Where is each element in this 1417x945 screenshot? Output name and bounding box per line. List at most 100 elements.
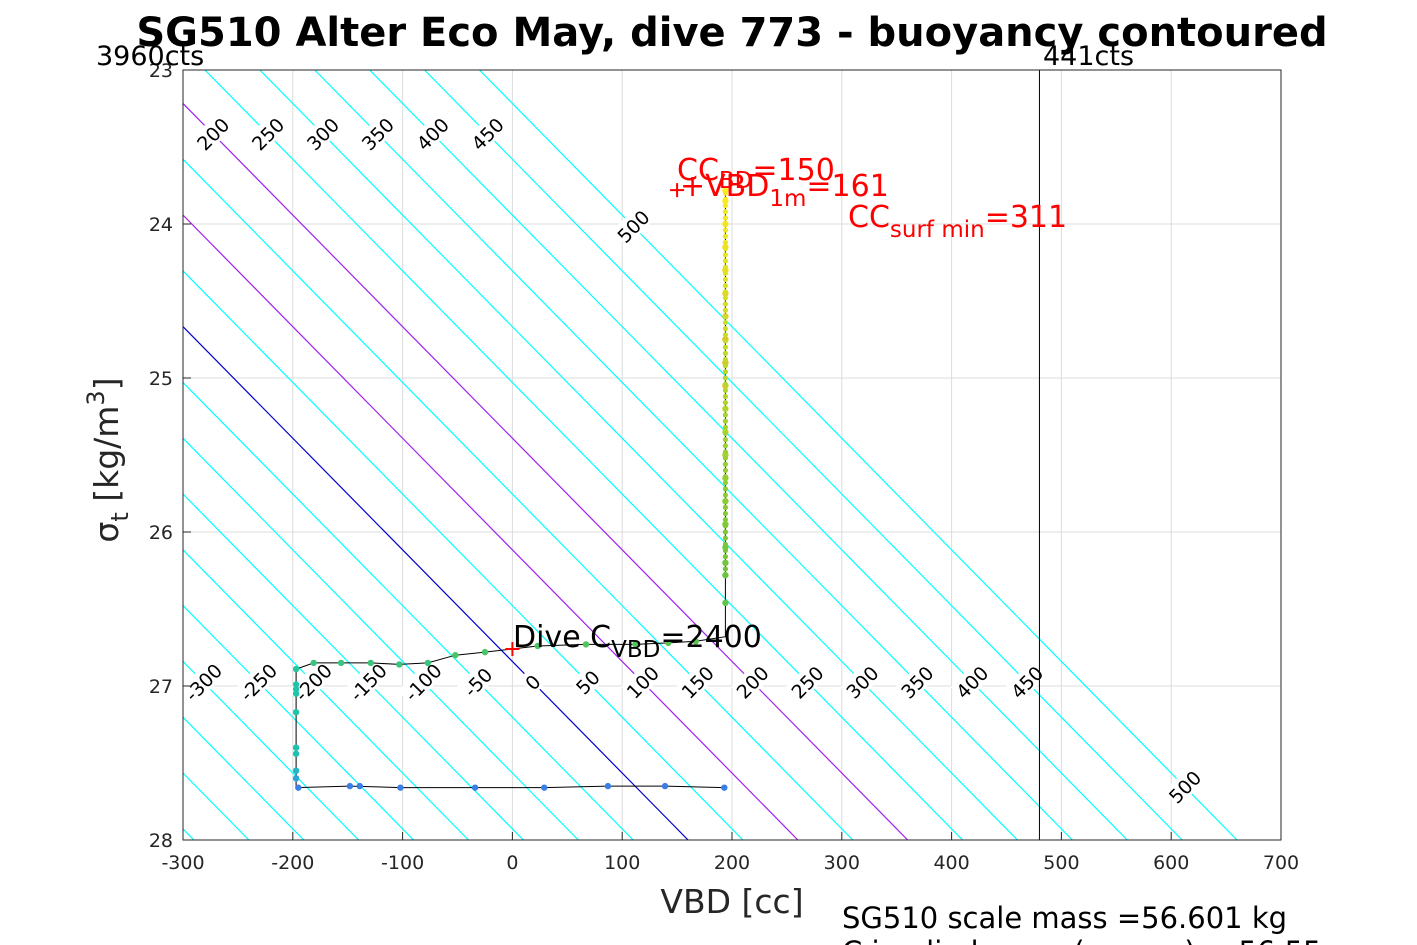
x-axis-label: VBD [cc]: [660, 882, 803, 921]
data-point: [722, 393, 729, 400]
data-point: [722, 473, 729, 480]
x-tick-label: -200: [271, 852, 314, 874]
data-point: [722, 319, 729, 326]
contour-label-bg: [730, 660, 773, 703]
data-point: [721, 784, 728, 791]
axis-ticks: -300 -200 -100 0 100 200 300 400 500 600 700 23 24 25…: [149, 60, 1299, 874]
data-point: [722, 412, 729, 418]
contour-label-bg: [465, 112, 508, 155]
cc-surf-min-annotation: CCsurf min=311: [848, 200, 1067, 243]
contour-line: [424, 70, 1183, 840]
data-point: [722, 541, 729, 547]
data-point: [722, 313, 729, 319]
data-point: [722, 375, 729, 381]
contour-label-bg: [1163, 765, 1205, 808]
data-point: [722, 307, 729, 313]
contour-label-bg: [1005, 660, 1048, 703]
data-point: [337, 659, 345, 667]
data-point: [722, 289, 729, 295]
data-point: [722, 239, 729, 246]
data-point: [722, 215, 729, 221]
data-point: [722, 387, 729, 393]
contour-line: [183, 660, 360, 840]
data-point: [396, 661, 403, 668]
data-point: [722, 517, 729, 523]
data-point: [722, 264, 729, 270]
data-point: [310, 659, 317, 667]
y-axis-label-close: ]: [87, 377, 126, 390]
data-point: [722, 283, 729, 289]
x-tick-label: 700: [1263, 852, 1299, 874]
contour-line: [314, 70, 1073, 840]
data-point: [582, 641, 590, 648]
data-point: [397, 784, 404, 791]
data-point: [722, 381, 729, 387]
data-point: [722, 498, 729, 504]
data-point: [722, 418, 729, 424]
contour-label-bg: [840, 660, 883, 703]
data-point: [722, 252, 729, 258]
data-point: [722, 326, 729, 332]
y-axis-label-sup: 3: [82, 390, 110, 405]
data-point: [722, 202, 729, 209]
contour-label-bg: [621, 660, 663, 703]
contour-label-bg: [950, 660, 993, 703]
contour-label-bg: [675, 660, 718, 703]
data-point: [722, 332, 729, 338]
annotations: CCBD=150 +VBD1m=161 CCsurf min=311 Dive …: [513, 153, 1067, 663]
contour-label-bg: [232, 656, 283, 707]
data-point: [722, 258, 729, 264]
data-point: [722, 363, 729, 369]
data-point: [292, 665, 300, 673]
contour-label-bg: [785, 660, 828, 703]
y-tick-label: 26: [149, 522, 173, 544]
data-point: [722, 344, 729, 350]
x-tick-label: -100: [381, 852, 424, 874]
data-point: [722, 270, 729, 276]
red-markers: [505, 183, 685, 657]
vbd1m-annotation: +VBD1m=161: [680, 169, 889, 212]
y-axis-label: σt [kg/m3]: [82, 377, 134, 542]
data-point: [722, 190, 729, 196]
data-point: [722, 554, 729, 560]
footer-implied-mass: C implied mass (approx) = 56.55: [842, 935, 1322, 945]
data-point: [292, 775, 300, 782]
x-tick-label: 200: [714, 852, 750, 874]
data-point: [722, 424, 729, 430]
data-point: [722, 560, 729, 566]
data-point: [632, 641, 639, 648]
data-point: [722, 406, 729, 412]
data-point: [292, 681, 300, 688]
y-axis-label-sigma: σ: [87, 522, 126, 543]
contour-label-bg: [518, 668, 546, 695]
data-point: [722, 356, 729, 363]
contour-label-bg: [895, 660, 938, 703]
data-point: [292, 708, 300, 716]
data-point: [722, 443, 729, 449]
contour-line: [183, 548, 469, 840]
data-point: [665, 639, 672, 647]
data-point: [722, 523, 729, 529]
contour-label-bg: [178, 656, 228, 707]
buoyancy-contours: [183, 70, 1238, 840]
contour-label-bg: [342, 656, 393, 707]
data-point: [346, 782, 354, 790]
data-point: [722, 350, 729, 356]
cc-annotation: CCBD=150: [677, 153, 835, 194]
data-point: [534, 642, 541, 650]
data-point: [722, 572, 729, 578]
data-point: [722, 233, 729, 239]
y-tick-label: 28: [149, 830, 173, 852]
data-point: [722, 430, 729, 437]
contour-line: [183, 270, 744, 840]
contour-line: [204, 70, 964, 840]
contour-label-bg: [191, 112, 234, 155]
data-point: [722, 221, 729, 227]
contour-line: [183, 437, 579, 840]
y-tick-label: 25: [149, 368, 173, 390]
vbd-low-limit-label: 3960cts: [96, 41, 204, 72]
data-point: [722, 276, 729, 283]
data-point: [295, 784, 302, 791]
data-point: [722, 369, 729, 375]
data-point: [356, 782, 363, 790]
